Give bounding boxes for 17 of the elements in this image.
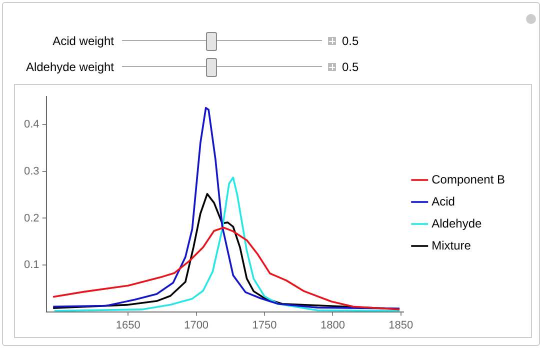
legend-label: Component B <box>432 172 506 186</box>
y-tick-label: 0.1 <box>24 259 40 272</box>
y-tick-label: 0.2 <box>24 212 40 224</box>
text: Aldehyde weight <box>24 60 115 74</box>
x-tick-label: 1700 <box>184 319 209 332</box>
legend-label: Mixture <box>432 238 472 252</box>
x-tick-label: 1750 <box>252 319 277 332</box>
x-tick-label: 1650 <box>116 319 140 332</box>
text: 0.5 <box>342 60 359 74</box>
text: Acid weight <box>52 34 115 48</box>
y-tick-label: 0.3 <box>24 165 40 178</box>
x-tick-label: 1850 <box>388 319 414 332</box>
legend-label: Acid <box>432 194 455 208</box>
legend-label: Aldehyde <box>432 216 482 230</box>
y-tick-label: 0.4 <box>24 118 40 131</box>
x-tick-label: 1800 <box>320 319 345 332</box>
text: 0.5 <box>342 34 359 48</box>
